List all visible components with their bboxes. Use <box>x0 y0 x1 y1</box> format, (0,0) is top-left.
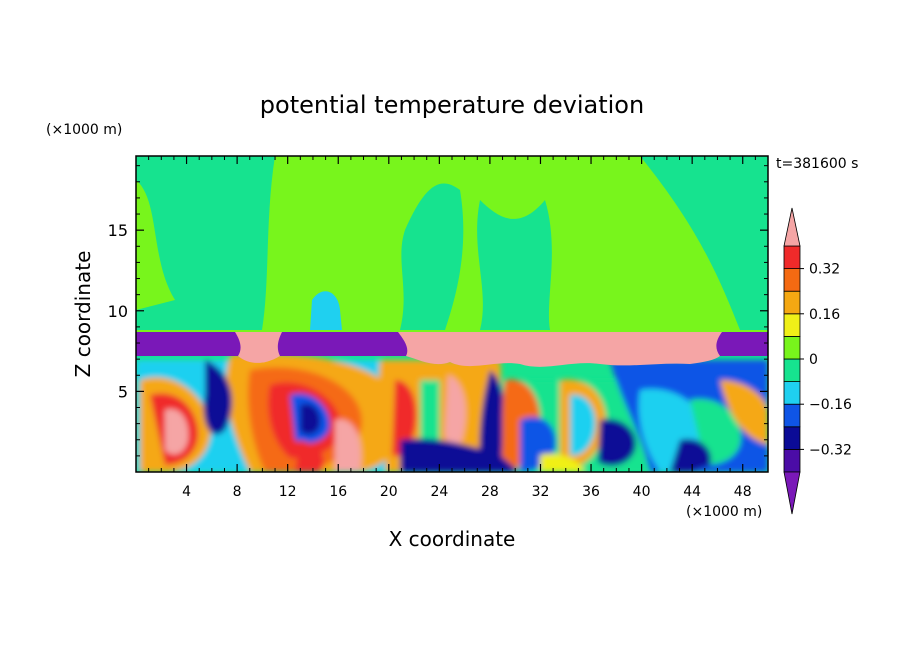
colorbar-label: 0 <box>809 352 818 368</box>
y-tick-label: 5 <box>118 382 128 401</box>
x-axis-label: X coordinate <box>389 527 516 551</box>
colorbar-label: −0.32 <box>809 442 852 458</box>
x-tick-label: 20 <box>380 484 398 500</box>
y-axis-ticks: 5 10 15 <box>108 165 768 457</box>
colorbar-segment <box>783 403 801 428</box>
x-tick-label: 44 <box>683 484 701 500</box>
x-tick-label: 32 <box>532 484 550 500</box>
x-tick-label: 48 <box>734 484 752 500</box>
colorbar-segment <box>783 268 801 292</box>
colorbar: 0.32 0.16 0 −0.16 −0.32 <box>783 207 852 515</box>
x-tick-label: 16 <box>329 484 347 500</box>
x-unit-label: (×1000 m) <box>686 504 762 520</box>
x-tick-label: 28 <box>481 484 499 500</box>
y-axis-label: Z coordinate <box>71 251 95 378</box>
time-label: t=381600 s <box>776 156 858 172</box>
colorbar-segment <box>783 290 801 315</box>
x-tick-label: 12 <box>279 484 297 500</box>
x-axis-ticks: 4 8 12 16 20 24 28 32 36 40 44 48 <box>148 156 756 500</box>
y-tick-label: 10 <box>108 302 128 321</box>
upper-layer-patches <box>136 156 768 330</box>
x-tick-label: 8 <box>233 484 242 500</box>
colorbar-under-triangle <box>783 471 801 515</box>
x-tick-label: 36 <box>582 484 600 500</box>
x-tick-label: 4 <box>182 484 191 500</box>
colorbar-segment <box>783 335 801 360</box>
colorbar-label: 0.32 <box>809 262 840 278</box>
colorbar-label: 0.16 <box>809 307 840 323</box>
colorbar-segment <box>783 245 801 270</box>
colorbar-label: −0.16 <box>809 397 852 413</box>
y-tick-label: 15 <box>108 221 128 240</box>
inversion-band <box>136 332 768 367</box>
colorbar-segment <box>783 313 801 337</box>
colorbar-segment <box>783 381 801 405</box>
y-unit-label: (×1000 m) <box>46 122 122 138</box>
colorbar-over-triangle <box>783 207 801 247</box>
contour-field <box>136 156 768 472</box>
lower-layer-eddies <box>136 353 768 472</box>
chart-title: potential temperature deviation <box>260 91 644 119</box>
colorbar-segment <box>783 358 801 383</box>
x-tick-label: 24 <box>430 484 448 500</box>
colorbar-segment <box>783 448 801 473</box>
x-tick-label: 40 <box>633 484 651 500</box>
colorbar-segment <box>783 426 801 450</box>
